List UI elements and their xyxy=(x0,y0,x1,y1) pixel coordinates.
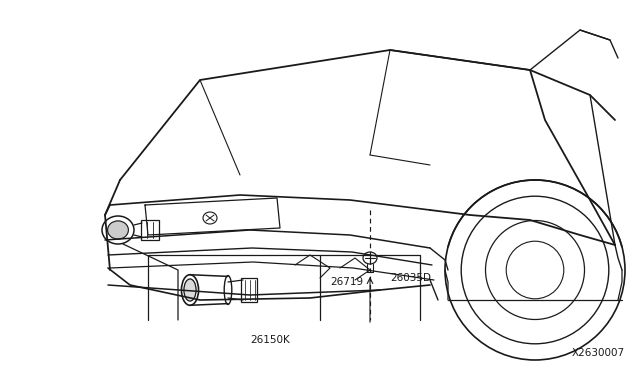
Text: X2630007: X2630007 xyxy=(572,348,625,358)
Ellipse shape xyxy=(108,221,129,239)
FancyBboxPatch shape xyxy=(141,220,159,240)
Text: 26035D: 26035D xyxy=(390,273,431,283)
Text: 26719: 26719 xyxy=(330,277,363,287)
Text: 26150K: 26150K xyxy=(250,335,290,345)
Ellipse shape xyxy=(184,279,196,301)
FancyBboxPatch shape xyxy=(241,278,257,302)
